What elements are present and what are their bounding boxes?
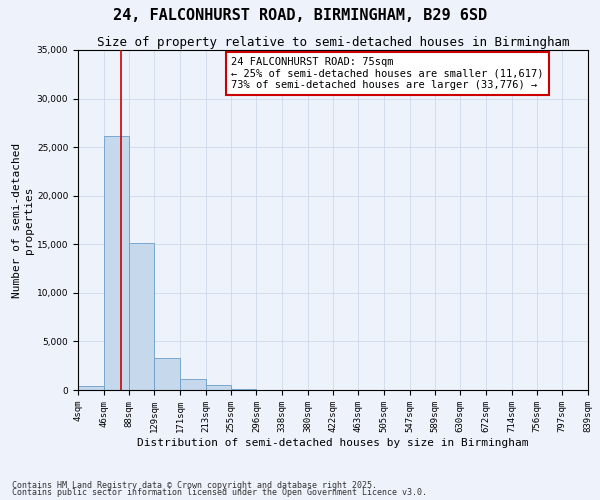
Bar (104, 136, 130, 390)
Text: 24 FALCONHURST ROAD: 75sqm
← 25% of semi-detached houses are smaller (11,617)
73: 24 FALCONHURST ROAD: 75sqm ← 25% of semi… (231, 57, 544, 90)
Text: 24, FALCONHURST ROAD, BIRMINGHAM, B29 6SD: 24, FALCONHURST ROAD, BIRMINGHAM, B29 6S… (113, 8, 487, 22)
Title: Size of property relative to semi-detached houses in Birmingham: Size of property relative to semi-detach… (97, 36, 569, 49)
Y-axis label: Number of semi-detached
properties: Number of semi-detached properties (13, 142, 34, 298)
Bar (78, 386, 104, 390)
Bar (206, 385, 232, 390)
X-axis label: Distribution of semi-detached houses by size in Birmingham: Distribution of semi-detached houses by … (137, 438, 529, 448)
Bar (232, 389, 256, 390)
Bar (180, 379, 206, 390)
Bar (154, 358, 180, 390)
Text: Contains HM Land Registry data © Crown copyright and database right 2025.: Contains HM Land Registry data © Crown c… (12, 480, 377, 490)
Bar (130, 244, 154, 390)
Text: Contains public sector information licensed under the Open Government Licence v3: Contains public sector information licen… (12, 488, 427, 497)
